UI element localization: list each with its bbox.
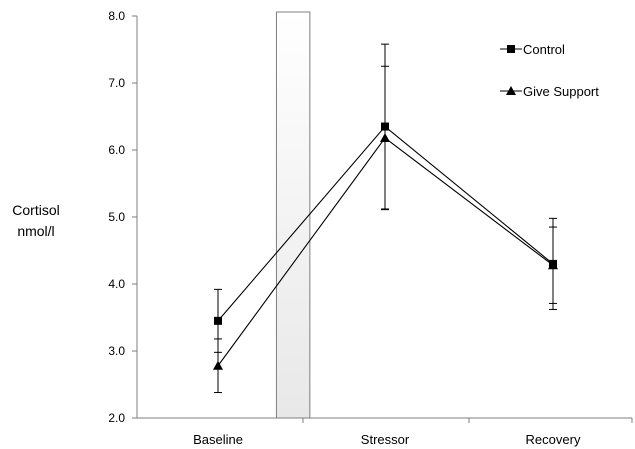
x-category-label: Stressor: [361, 432, 410, 447]
x-category-label: Recovery: [526, 432, 581, 447]
stress-period-bar: [275, 11, 311, 419]
labels: 2.0 3.0 4.0 5.0 6.0 7.0 8.0 Baseline Stressor Rec…: [12, 9, 581, 447]
y-axis-label: nmol/l: [17, 223, 54, 239]
data-point: [214, 316, 222, 325]
y-tick-label: 3.0: [108, 344, 125, 358]
legend-marker: [506, 86, 516, 95]
axes: [132, 15, 633, 423]
legend: Control Give Support: [500, 42, 599, 99]
legend-marker: [507, 45, 515, 53]
y-tick-label: 6.0: [108, 143, 125, 157]
stress-period-shade: [275, 11, 311, 419]
series-group: [213, 43, 558, 394]
y-tick-label: 8.0: [108, 9, 125, 23]
legend-label: Give Support: [523, 84, 599, 99]
data-point: [213, 360, 223, 370]
y-tick-label: 7.0: [108, 76, 125, 90]
y-tick-label: 2.0: [108, 411, 125, 425]
y-tick-label: 4.0: [108, 277, 125, 291]
legend-label: Control: [523, 42, 565, 57]
series-give-support: [213, 65, 558, 394]
x-category-label: Baseline: [193, 432, 243, 447]
y-axis-label: Cortisol: [12, 202, 59, 218]
data-point: [380, 132, 390, 142]
data-point: [548, 260, 558, 270]
y-tick-label: 5.0: [108, 210, 125, 224]
